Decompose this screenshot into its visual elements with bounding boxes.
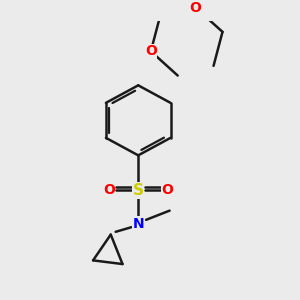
Text: O: O xyxy=(162,183,174,197)
Text: O: O xyxy=(190,1,202,15)
Text: O: O xyxy=(103,183,115,197)
Text: S: S xyxy=(133,183,144,198)
Text: O: O xyxy=(145,44,157,58)
Text: N: N xyxy=(132,217,144,230)
